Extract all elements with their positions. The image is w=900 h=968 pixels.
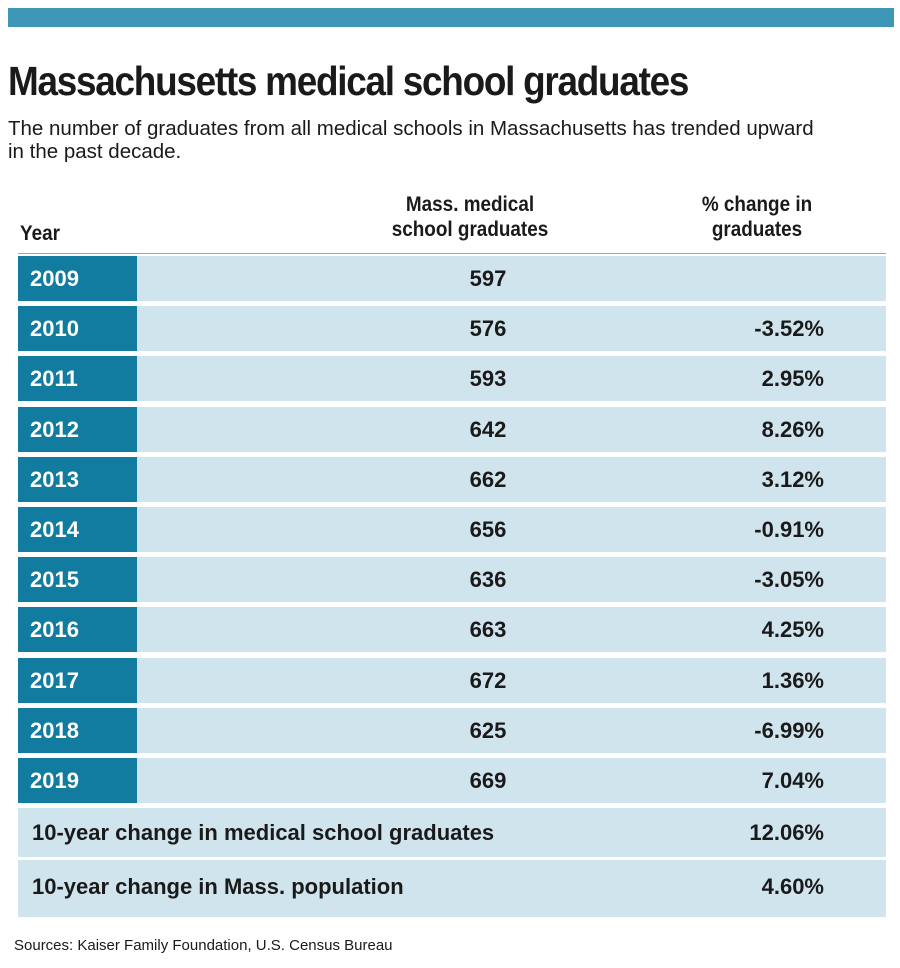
table-row: 2012 642 8.26% <box>18 406 886 452</box>
year-cell: 2018 <box>18 707 137 753</box>
table-row: 2017 672 1.36% <box>18 657 886 703</box>
summary-label: 10-year change in Mass. population <box>32 874 404 899</box>
pct-change-cell: 2.95% <box>761 366 824 392</box>
pct-change-cell: 8.26% <box>761 416 824 442</box>
year-cell: 2012 <box>18 406 137 452</box>
pct-change-cell: -3.52% <box>754 316 824 342</box>
pct-change-cell: 4.25% <box>761 617 824 643</box>
graduates-cell: 663 <box>469 617 507 643</box>
graduates-cell: 625 <box>469 717 507 743</box>
graduates-cell: 672 <box>469 667 507 693</box>
table-row: 2013 662 3.12% <box>18 456 886 502</box>
summary-row-graduates: 10-year change in medical school graduat… <box>18 808 886 857</box>
table-row: 2016 663 4.25% <box>18 607 886 653</box>
graduates-cell: 576 <box>469 316 507 342</box>
data-table: 2009 597 2010 576 -3.52% 2011 593 2.95% 2012 642 8… <box>18 256 886 808</box>
year-cell: 2013 <box>18 456 137 502</box>
top-accent-bar <box>8 8 894 27</box>
year-cell: 2016 <box>18 607 137 653</box>
year-cell: 2009 <box>18 256 137 301</box>
summary-value: 4.60% <box>761 874 824 899</box>
pct-change-cell: -0.91% <box>754 516 824 542</box>
summary-label: 10-year change in medical school graduat… <box>32 820 495 845</box>
table-row: 2010 576 -3.52% <box>18 306 886 352</box>
table-row: 2011 593 2.95% <box>18 356 886 402</box>
table-row: 2009 597 <box>18 256 886 301</box>
graduates-cell: 656 <box>469 516 507 542</box>
pct-change-cell: 3.12% <box>761 466 824 492</box>
column-header-graduates-line1: Mass. medical <box>405 193 535 216</box>
table-row: 2019 669 7.04% <box>18 757 886 803</box>
pct-change-cell: -6.99% <box>754 717 824 743</box>
column-header-graduates-line2: school graduates <box>391 218 549 241</box>
year-cell: 2014 <box>18 506 137 552</box>
column-header-year: Year <box>20 222 60 245</box>
graduates-cell: 642 <box>469 416 507 442</box>
pct-change-cell: 7.04% <box>761 767 824 793</box>
summary-value: 12.06% <box>749 820 824 845</box>
table-row: 2018 625 -6.99% <box>18 707 886 753</box>
table-row: 2015 636 -3.05% <box>18 557 886 603</box>
pct-change-cell: 1.36% <box>761 667 824 693</box>
graduates-cell: 636 <box>469 567 507 593</box>
pct-change-cell: -3.05% <box>754 567 824 593</box>
column-header-pct-line2: graduates <box>711 218 803 241</box>
graduates-cell: 669 <box>469 767 507 793</box>
year-cell: 2015 <box>18 557 137 603</box>
chart-subtitle: The number of graduates from all medical… <box>8 117 814 163</box>
table-row: 2014 656 -0.91% <box>18 506 886 552</box>
graduates-cell: 593 <box>469 366 507 392</box>
column-header-pct-line1: % change in <box>701 193 813 216</box>
summary-row-population: 10-year change in Mass. population 4.60% <box>18 860 886 917</box>
header-divider <box>18 253 886 254</box>
year-cell: 2010 <box>18 306 137 352</box>
year-cell: 2011 <box>18 356 137 402</box>
graduates-cell: 662 <box>469 466 507 492</box>
column-header-pct-change: % change in graduates <box>658 192 856 242</box>
year-cell: 2019 <box>18 757 137 803</box>
sources-note: Sources: Kaiser Family Foundation, U.S. … <box>14 937 393 954</box>
year-cell: 2017 <box>18 657 137 703</box>
graduates-cell: 597 <box>469 266 507 291</box>
column-header-graduates: Mass. medical school graduates <box>353 192 587 242</box>
chart-title: Massachusetts medical school graduates <box>8 58 689 104</box>
